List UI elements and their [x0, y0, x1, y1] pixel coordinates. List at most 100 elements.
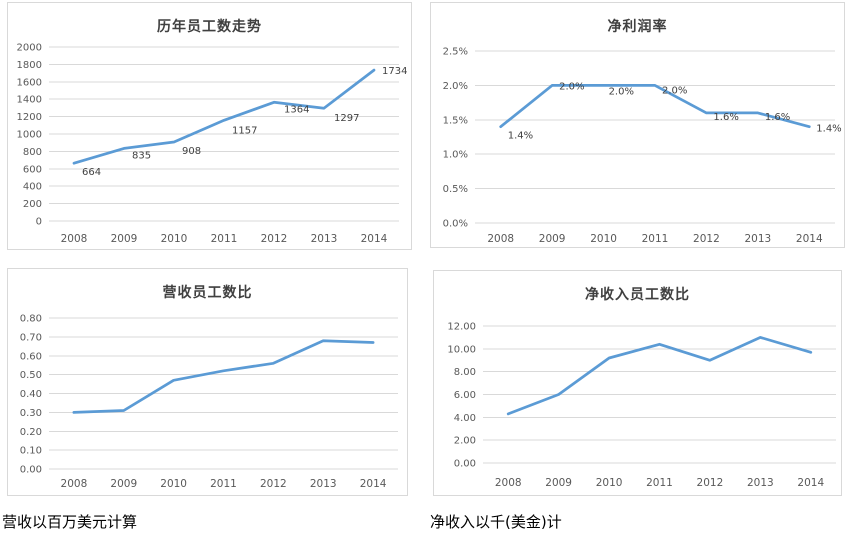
svg-text:1.4%: 1.4% [508, 131, 533, 142]
svg-text:2.0%: 2.0% [443, 81, 468, 92]
svg-text:0.0%: 0.0% [443, 219, 468, 230]
svg-text:2010: 2010 [596, 477, 623, 489]
x-axis-labels: 2008 2009 2010 2011 2012 2013 2014 [495, 477, 825, 489]
svg-text:1297: 1297 [334, 113, 359, 124]
svg-text:4.00: 4.00 [454, 413, 476, 424]
svg-text:1400: 1400 [17, 95, 42, 106]
svg-text:1600: 1600 [17, 77, 42, 88]
svg-text:2009: 2009 [545, 477, 572, 489]
svg-text:2011: 2011 [646, 477, 673, 489]
chart-title: 净利润率 [607, 19, 668, 35]
svg-text:2009: 2009 [110, 478, 137, 490]
svg-text:400: 400 [23, 182, 42, 193]
svg-text:2.00: 2.00 [454, 436, 476, 447]
svg-text:2010: 2010 [161, 233, 188, 245]
svg-text:2013: 2013 [310, 478, 337, 490]
svg-text:2013: 2013 [747, 477, 774, 489]
svg-text:2011: 2011 [211, 233, 238, 245]
svg-text:2008: 2008 [487, 233, 514, 245]
caption-revenue-unit: 营收以百万美元计算 [2, 513, 138, 531]
gridlines [475, 50, 835, 224]
svg-text:2011: 2011 [642, 233, 669, 245]
svg-text:2010: 2010 [590, 233, 617, 245]
svg-text:2008: 2008 [61, 478, 88, 490]
svg-text:2012: 2012 [261, 233, 288, 245]
svg-text:2008: 2008 [61, 233, 88, 245]
svg-text:0.60: 0.60 [20, 351, 42, 362]
svg-text:2014: 2014 [797, 477, 824, 489]
svg-text:8.00: 8.00 [454, 367, 476, 378]
svg-text:2.5%: 2.5% [443, 47, 468, 58]
svg-text:6.00: 6.00 [454, 390, 476, 401]
series-line [499, 84, 811, 129]
svg-text:1.6%: 1.6% [765, 112, 790, 123]
svg-text:1.6%: 1.6% [713, 112, 738, 123]
svg-text:1.4%: 1.4% [816, 124, 841, 135]
svg-text:2011: 2011 [210, 478, 237, 490]
svg-text:1.0%: 1.0% [443, 150, 468, 161]
svg-text:1364: 1364 [284, 104, 309, 115]
chart-panel-net-profit-margin: 净利润率 2.5% 2.0% 1.5% 1.0% 0.5% 0.0% 2008 2009 201… [430, 2, 845, 248]
svg-text:2012: 2012 [693, 233, 720, 245]
svg-text:10.00: 10.00 [447, 344, 476, 355]
chart-canvas-revenue-per-employee: 0.80 0.70 0.60 0.50 0.40 0.30 0.20 0.10 0.00 2008… [20, 314, 398, 490]
svg-text:2010: 2010 [160, 478, 187, 490]
svg-text:2013: 2013 [744, 233, 771, 245]
x-axis-labels: 2008 2009 2010 2011 2012 2013 2014 [61, 233, 388, 245]
gridlines [483, 325, 836, 464]
svg-text:2014: 2014 [360, 478, 387, 490]
caption-net-income-unit: 净收入以千(美金)计 [430, 513, 562, 531]
chart-panel-net-income-per-employee: 净收入员工数比 12.00 10.00 8.00 6.00 4.00 2.00 0.00 20… [433, 270, 842, 496]
chart-title: 净收入员工数比 [585, 287, 690, 303]
svg-text:2.0%: 2.0% [609, 86, 634, 97]
svg-text:1000: 1000 [17, 130, 42, 141]
svg-text:835: 835 [132, 150, 151, 161]
svg-text:2013: 2013 [311, 233, 338, 245]
svg-text:0: 0 [36, 217, 42, 228]
y-axis-labels: 12.00 10.00 8.00 6.00 4.00 2.00 0.00 [447, 322, 476, 470]
svg-text:0.40: 0.40 [20, 389, 42, 400]
svg-text:0.00: 0.00 [20, 465, 42, 476]
svg-text:2009: 2009 [111, 233, 138, 245]
y-axis-labels: 0.80 0.70 0.60 0.50 0.40 0.30 0.20 0.10 0.00 [20, 314, 42, 476]
chart-canvas-employee-trend: 2000180016001400120010008006004002000200… [17, 43, 408, 246]
svg-text:0.80: 0.80 [20, 314, 42, 325]
svg-text:0.50: 0.50 [20, 370, 42, 381]
svg-text:2014: 2014 [796, 233, 823, 245]
series-line [72, 68, 376, 165]
svg-text:1157: 1157 [232, 125, 257, 136]
y-axis-labels: 2.5% 2.0% 1.5% 1.0% 0.5% 0.0% [443, 47, 468, 230]
svg-text:2008: 2008 [495, 477, 522, 489]
chart-title: 历年员工数走势 [157, 19, 262, 35]
svg-text:1734: 1734 [382, 66, 407, 77]
svg-text:0.00: 0.00 [454, 459, 476, 470]
svg-text:2009: 2009 [539, 233, 566, 245]
svg-text:0.20: 0.20 [20, 427, 42, 438]
svg-text:908: 908 [182, 146, 201, 157]
series-line [506, 336, 813, 416]
svg-text:1.5%: 1.5% [443, 115, 468, 126]
svg-text:2014: 2014 [361, 233, 388, 245]
data-labels: 1.4% 2.0% 2.0% 2.0% 1.6% 1.6% 1.4% [508, 81, 842, 141]
series-line [72, 339, 375, 414]
svg-text:0.10: 0.10 [20, 446, 42, 457]
svg-text:12.00: 12.00 [447, 322, 476, 333]
svg-text:600: 600 [23, 164, 42, 175]
svg-text:1200: 1200 [17, 112, 42, 123]
svg-text:664: 664 [82, 167, 101, 178]
svg-text:0.30: 0.30 [20, 408, 42, 419]
x-axis-labels: 2008 2009 2010 2011 2012 2013 2014 [487, 233, 823, 245]
svg-text:800: 800 [23, 147, 42, 158]
svg-text:2000: 2000 [17, 43, 42, 54]
svg-text:2.0%: 2.0% [662, 85, 687, 96]
chart-panel-revenue-per-employee: 营收员工数比 0.80 0.70 0.60 0.50 0.40 0.30 0.20 0.10 0… [7, 268, 408, 496]
svg-text:1800: 1800 [17, 60, 42, 71]
svg-text:2.0%: 2.0% [559, 81, 584, 92]
chart-canvas-net-profit-margin: 2.5% 2.0% 1.5% 1.0% 0.5% 0.0% 2008 2009 2010 2011… [443, 47, 842, 246]
svg-text:2012: 2012 [697, 477, 724, 489]
gridlines [49, 46, 399, 222]
svg-text:0.70: 0.70 [20, 332, 42, 343]
chart-title: 营收员工数比 [162, 285, 253, 301]
